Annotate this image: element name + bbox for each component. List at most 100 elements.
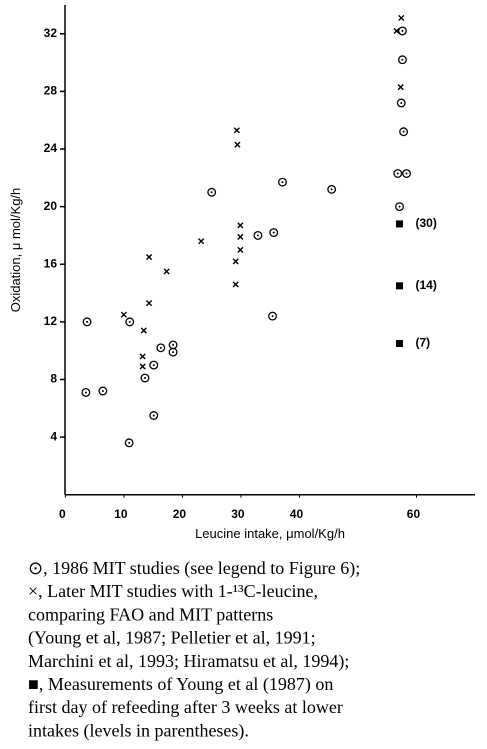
point bbox=[232, 258, 239, 265]
point-cross bbox=[237, 246, 244, 253]
point-ring bbox=[395, 202, 404, 212]
point bbox=[237, 246, 244, 253]
point-cross bbox=[233, 127, 240, 134]
y-tick-label: 16 bbox=[44, 256, 58, 270]
point-ring bbox=[149, 360, 159, 370]
point-dot bbox=[86, 320, 89, 323]
point bbox=[140, 373, 150, 383]
caption-line: ×, Later MIT studies with 1-¹³C-leucine, bbox=[28, 581, 318, 601]
point-dot bbox=[152, 414, 155, 417]
point-label: (14) bbox=[416, 278, 437, 292]
x-tick-label: 40 bbox=[290, 507, 304, 521]
point bbox=[268, 311, 277, 321]
point-dot bbox=[128, 320, 131, 323]
point bbox=[232, 281, 239, 288]
point-ring bbox=[269, 228, 279, 238]
point bbox=[233, 127, 240, 134]
point-ring bbox=[149, 411, 159, 420]
x-tick-label: 60 bbox=[407, 507, 421, 521]
point bbox=[207, 187, 217, 197]
point bbox=[98, 386, 108, 396]
point bbox=[145, 300, 153, 307]
y-tick-label: 4 bbox=[50, 429, 57, 443]
y-tick-label: 32 bbox=[44, 26, 58, 40]
caption-line: Marchini et al, 1993; Hiramatsu et al, 1… bbox=[28, 651, 349, 672]
caption-line: intakes (levels in parentheses). bbox=[28, 720, 249, 741]
x-tick-label: 0 bbox=[59, 507, 66, 521]
point bbox=[168, 340, 178, 350]
point-cross bbox=[232, 281, 239, 288]
point-dot bbox=[84, 391, 87, 394]
point-ring bbox=[168, 347, 178, 357]
point bbox=[269, 228, 279, 238]
y-tick-label: 24 bbox=[44, 141, 58, 155]
point-ring bbox=[81, 387, 91, 397]
point-ring bbox=[397, 26, 407, 36]
y-tick-label: 28 bbox=[44, 84, 58, 98]
point-ring bbox=[124, 438, 134, 448]
point bbox=[278, 177, 287, 187]
point-cross bbox=[393, 27, 400, 35]
point-dot bbox=[152, 364, 155, 367]
y-tick-label: 20 bbox=[44, 199, 58, 213]
point bbox=[398, 14, 405, 22]
point bbox=[327, 184, 337, 194]
point bbox=[149, 411, 159, 420]
point-dot bbox=[256, 234, 259, 237]
point-dot bbox=[101, 389, 104, 392]
point-ring bbox=[399, 127, 409, 137]
point bbox=[397, 26, 407, 36]
point-ring bbox=[396, 98, 406, 108]
point-ring bbox=[327, 184, 337, 194]
point-label: (30) bbox=[416, 216, 437, 230]
point bbox=[156, 343, 166, 353]
point bbox=[234, 141, 241, 148]
x-tick-label: 20 bbox=[173, 507, 187, 521]
point-cross bbox=[237, 233, 244, 240]
point-cross bbox=[139, 353, 146, 360]
point-dot bbox=[172, 343, 175, 346]
caption-line: ■, Measurements of Young et al (1987) on bbox=[28, 674, 333, 695]
point bbox=[402, 169, 411, 178]
caption-line: first day of refeeding after 3 weeks at … bbox=[28, 697, 343, 717]
point-cross bbox=[140, 327, 147, 334]
point bbox=[393, 27, 400, 35]
point-cross bbox=[398, 14, 405, 22]
point-dot bbox=[272, 231, 275, 234]
point bbox=[125, 317, 135, 327]
x-tick-label: 10 bbox=[114, 507, 128, 521]
y-tick-label: 12 bbox=[44, 314, 58, 328]
point bbox=[396, 339, 404, 347]
point-ring bbox=[98, 386, 108, 396]
point-cross bbox=[145, 253, 153, 261]
point bbox=[149, 360, 159, 370]
point-ring bbox=[393, 169, 403, 178]
point-ring bbox=[82, 317, 92, 327]
point-cross bbox=[198, 238, 205, 245]
caption-line: ⊙, 1986 MIT studies (see legend to Figur… bbox=[28, 558, 360, 579]
point bbox=[237, 222, 244, 229]
x-tick-label: 30 bbox=[231, 507, 245, 521]
point bbox=[140, 327, 147, 334]
point-ring bbox=[125, 317, 135, 327]
point-ring bbox=[402, 169, 411, 178]
point-dot bbox=[330, 188, 333, 191]
point-dot bbox=[402, 130, 405, 133]
caption-line: (Young et al, 1987; Pelletier et al, 199… bbox=[28, 628, 316, 649]
point-cross bbox=[232, 258, 239, 265]
point bbox=[393, 169, 403, 178]
point-ring bbox=[397, 55, 407, 65]
point bbox=[396, 98, 406, 108]
point-dot bbox=[271, 315, 274, 318]
point-dot bbox=[210, 191, 213, 194]
point-dot bbox=[400, 101, 403, 104]
point bbox=[399, 127, 409, 137]
point-dot bbox=[128, 441, 131, 444]
point-dot bbox=[398, 205, 401, 208]
point-dot bbox=[159, 346, 162, 349]
point-ring bbox=[156, 343, 166, 353]
point bbox=[396, 220, 404, 228]
point bbox=[198, 238, 205, 245]
y-axis-label: Oxidation, μ mol/Kg/h bbox=[8, 188, 23, 313]
